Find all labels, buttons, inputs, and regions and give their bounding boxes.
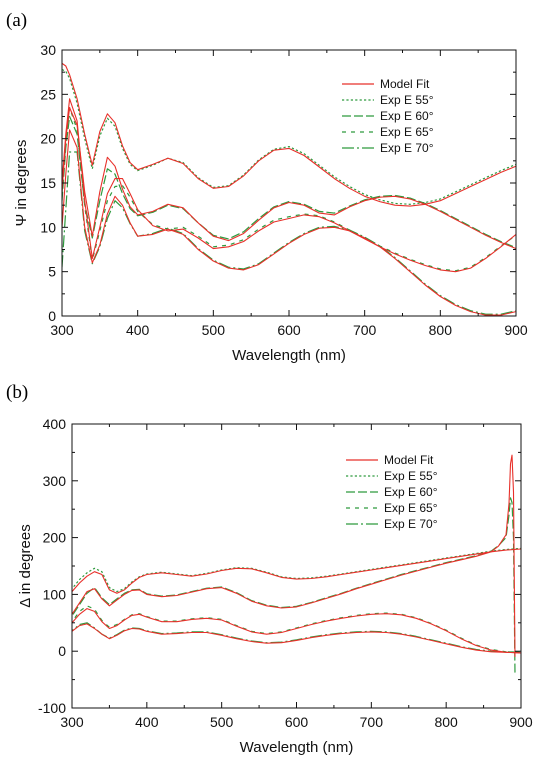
- plot-area: [72, 454, 521, 674]
- series-line-model-fit-3: [72, 623, 521, 654]
- series-line-model-fit-1: [72, 454, 516, 657]
- y-tick-label: 20: [40, 131, 56, 147]
- legend-entry: Exp E 60°: [384, 485, 438, 499]
- y-tick-label: 0: [58, 643, 66, 659]
- series-line-model-fit-0: [62, 62, 516, 207]
- legend: Model Fit Exp E 55° Exp E 60° Exp E 65° Exp …: [342, 77, 434, 155]
- x-axis-label: Wavelength (nm): [232, 347, 346, 364]
- y-tick-label: 400: [43, 416, 67, 432]
- x-tick-label: 600: [285, 714, 309, 730]
- series-line-exp-e-60--0: [72, 497, 516, 674]
- panel-label: (b): [6, 382, 28, 403]
- x-tick-label: 900: [504, 322, 528, 338]
- x-tick-label: 800: [434, 714, 458, 730]
- y-tick-label: 5: [48, 264, 56, 280]
- axes-frame: [61, 49, 517, 317]
- series-line-exp-e-55--0: [62, 68, 516, 205]
- x-tick-label: 800: [429, 322, 453, 338]
- y-tick-label: 300: [43, 473, 67, 489]
- series-line-model-fit-2: [62, 98, 516, 273]
- y-tick-label: 0: [48, 308, 56, 324]
- x-tick-label: 700: [353, 322, 377, 338]
- series-line-exp-e-60--0: [62, 115, 516, 249]
- y-tick-label: 25: [40, 86, 56, 102]
- legend-entry: Exp E 55°: [384, 469, 438, 483]
- series-line-model-fit-0: [72, 548, 521, 594]
- x-tick-label: 300: [50, 322, 74, 338]
- plot-area: [62, 62, 516, 316]
- y-axis-label: Δ in degrees: [17, 524, 34, 607]
- x-tick-label: 400: [135, 714, 159, 730]
- axes-frame: [71, 423, 522, 709]
- chart-panel-b: (b) 300 400 500 600 700 800 900 -100 0 100 200 300 40…: [6, 382, 533, 756]
- x-axis-label: Wavelength (nm): [240, 739, 354, 756]
- legend: Model Fit Exp E 55° Exp E 60° Exp E 65° Exp …: [346, 453, 438, 531]
- series-line-exp-e-55--0: [72, 547, 521, 593]
- y-tick-label: 200: [43, 530, 67, 546]
- x-tick-label: 500: [210, 714, 234, 730]
- series-line-exp-e-65--0: [62, 107, 516, 272]
- x-tick-label: 600: [277, 322, 301, 338]
- series-line-model-fit-3: [62, 129, 516, 316]
- y-axis-label: Ψ in degrees: [13, 140, 30, 227]
- y-tick-label: 100: [43, 586, 67, 602]
- panel-label: (a): [6, 10, 27, 31]
- legend-entry: Model Fit: [384, 453, 434, 467]
- series-line-exp-e-70--0: [72, 622, 521, 653]
- legend-entry: Exp E 65°: [380, 125, 434, 139]
- chart-panel-a: (a) 300 400 500 600 700 800 900 0 5 10 15 20 25 30 Wave…: [6, 10, 528, 364]
- legend-entry: Exp E 65°: [384, 501, 438, 515]
- x-tick-label: 700: [360, 714, 384, 730]
- x-tick-label: 500: [202, 322, 226, 338]
- y-tick-label: 30: [40, 42, 56, 58]
- y-tick-label: 10: [40, 219, 56, 235]
- x-tick-label: 900: [509, 714, 533, 730]
- series-line-exp-e-70--0: [62, 151, 516, 315]
- x-tick-label: 400: [126, 322, 150, 338]
- series-line-model-fit-1: [62, 107, 516, 250]
- legend-entry: Exp E 70°: [380, 141, 434, 155]
- legend-entry: Model Fit: [380, 77, 430, 91]
- x-tick-label: 300: [60, 714, 84, 730]
- series-line-model-fit-2: [72, 608, 521, 654]
- legend-entry: Exp E 60°: [380, 109, 434, 123]
- legend-entry: Exp E 70°: [384, 517, 438, 531]
- legend-entry: Exp E 55°: [380, 93, 434, 107]
- y-tick-label: 15: [40, 175, 56, 191]
- y-tick-label: -100: [38, 700, 66, 716]
